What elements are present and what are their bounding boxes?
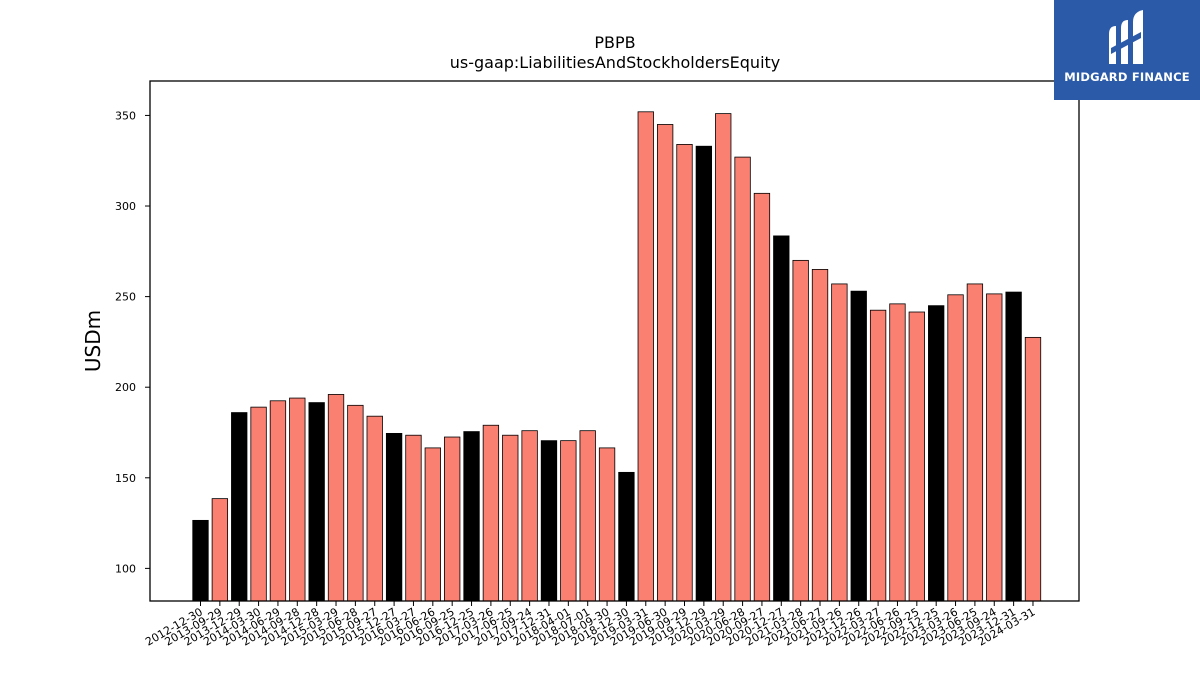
bar-2020-12-27: [773, 235, 790, 602]
bar-2015-06-28: [347, 404, 364, 602]
bar-2013-09-29: [211, 498, 229, 602]
bar-2018-12-30: [618, 471, 635, 602]
y-tick-label: 300: [115, 200, 136, 213]
bar-2018-04-01: [560, 440, 577, 602]
bar-2023-12-31: [1005, 291, 1022, 602]
bar-2020-09-27: [753, 192, 771, 602]
bar-2017-03-26: [482, 424, 500, 602]
bar-2016-09-25: [444, 436, 461, 602]
bar-2023-06-25: [966, 283, 984, 602]
bar-2014-12-28: [308, 402, 325, 602]
y-tick-label: 350: [115, 109, 136, 122]
brand-name: MIDGARD FINANCE: [1064, 70, 1190, 84]
bar-2022-09-25: [908, 311, 925, 602]
bar-2017-09-24: [521, 430, 538, 602]
y-axis: 100 150 200 250 300 350: [115, 109, 150, 575]
bar-2019-06-30: [656, 124, 674, 602]
x-axis: 2012-12-302013-09-292013-12-292014-03-30…: [143, 601, 1037, 649]
chart-subtitle: us-gaap:LiabilitiesAndStockholdersEquity: [450, 53, 781, 72]
bar-2016-06-26: [424, 447, 441, 602]
bar-2014-06-29: [269, 400, 287, 602]
bar-2020-06-28: [734, 156, 751, 602]
bar-2014-03-30: [250, 406, 267, 602]
bar-2022-12-25: [928, 305, 945, 602]
bar-2017-06-25: [502, 434, 519, 602]
bar-2021-03-28: [792, 259, 809, 602]
bar-2021-12-26: [850, 290, 867, 602]
bar-2016-12-25: [463, 431, 480, 602]
bar-2015-12-27: [385, 432, 403, 602]
bar-2023-03-26: [947, 294, 964, 602]
bar-2012-12-30: [192, 519, 209, 602]
chart-title: PBPB: [594, 33, 635, 52]
bar-2018-07-01: [579, 430, 596, 602]
bar-2023-09-24: [986, 293, 1003, 602]
bar-2021-06-27: [811, 269, 829, 602]
bar-2013-12-29: [231, 412, 248, 602]
bar-2022-03-27: [869, 309, 887, 602]
bar-2018-09-30: [598, 447, 616, 602]
bar-2017-12-31: [540, 440, 558, 602]
bar-2015-09-27: [366, 415, 383, 602]
bar-2019-09-29: [676, 144, 693, 602]
y-tick-label: 200: [115, 381, 136, 394]
bar-2019-12-29: [695, 145, 713, 602]
bar-2021-09-26: [831, 283, 848, 602]
y-axis-label: USDm: [81, 310, 105, 372]
bar-2019-03-31: [637, 111, 654, 602]
bar-2024-03-31: [1024, 336, 1042, 602]
bar-2016-03-27: [405, 434, 422, 602]
bar-2015-03-29: [327, 394, 345, 602]
bar-2020-03-29: [715, 113, 732, 602]
y-tick-label: 100: [115, 562, 136, 575]
y-tick-label: 150: [115, 472, 136, 485]
bar-2014-09-28: [289, 397, 306, 602]
y-tick-label: 250: [115, 291, 136, 304]
midgard-logo-icon: [1109, 10, 1143, 64]
brand-logo: MIDGARD FINANCE: [1054, 0, 1200, 100]
bar-2022-06-26: [889, 303, 906, 602]
plot-frame: [149, 80, 1080, 602]
bars-group: [192, 111, 1042, 602]
